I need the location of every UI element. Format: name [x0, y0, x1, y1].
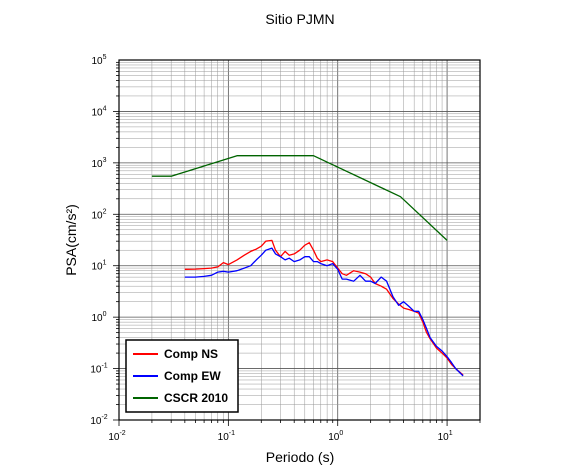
gridlines [118, 60, 481, 421]
y-tick-label: 103 [91, 157, 106, 170]
legend-label-cscr-2010: CSCR 2010 [164, 391, 228, 405]
y-axis-title: PSA(cm/s²) [63, 204, 79, 276]
legend: Comp NS Comp EW CSCR 2010 [125, 339, 239, 413]
series-line-comp-ew [184, 247, 464, 377]
series-line-comp-ns [184, 239, 464, 376]
y-tick-label: 10-2 [90, 414, 107, 427]
legend-label-comp-ns: Comp NS [164, 347, 218, 361]
y-tick-label: 102 [91, 208, 106, 221]
series-line-cscr-2010 [151, 155, 448, 241]
y-tick-label: 100 [91, 311, 106, 324]
x-axis-title: Periodo (s) [266, 449, 334, 465]
axis-ticks: 10-2 10-1 100 101 10-2 10-1 100 101 102 103 104 105 [90, 54, 481, 443]
plot-frame [118, 59, 481, 421]
x-tick-label: 101 [438, 430, 453, 443]
y-tick-label: 10-1 [90, 363, 107, 376]
series-lines [151, 155, 464, 377]
y-tick-label: 104 [91, 105, 106, 118]
legend-label-comp-ew: Comp EW [164, 369, 221, 383]
x-tick-label: 100 [328, 430, 343, 443]
y-tick-label: 105 [91, 54, 106, 67]
x-tick-label: 10-1 [218, 430, 235, 443]
y-tick-label: 101 [91, 260, 106, 273]
x-tick-label: 10-2 [108, 430, 125, 443]
chart-title: Sitio PJMN [265, 11, 334, 27]
